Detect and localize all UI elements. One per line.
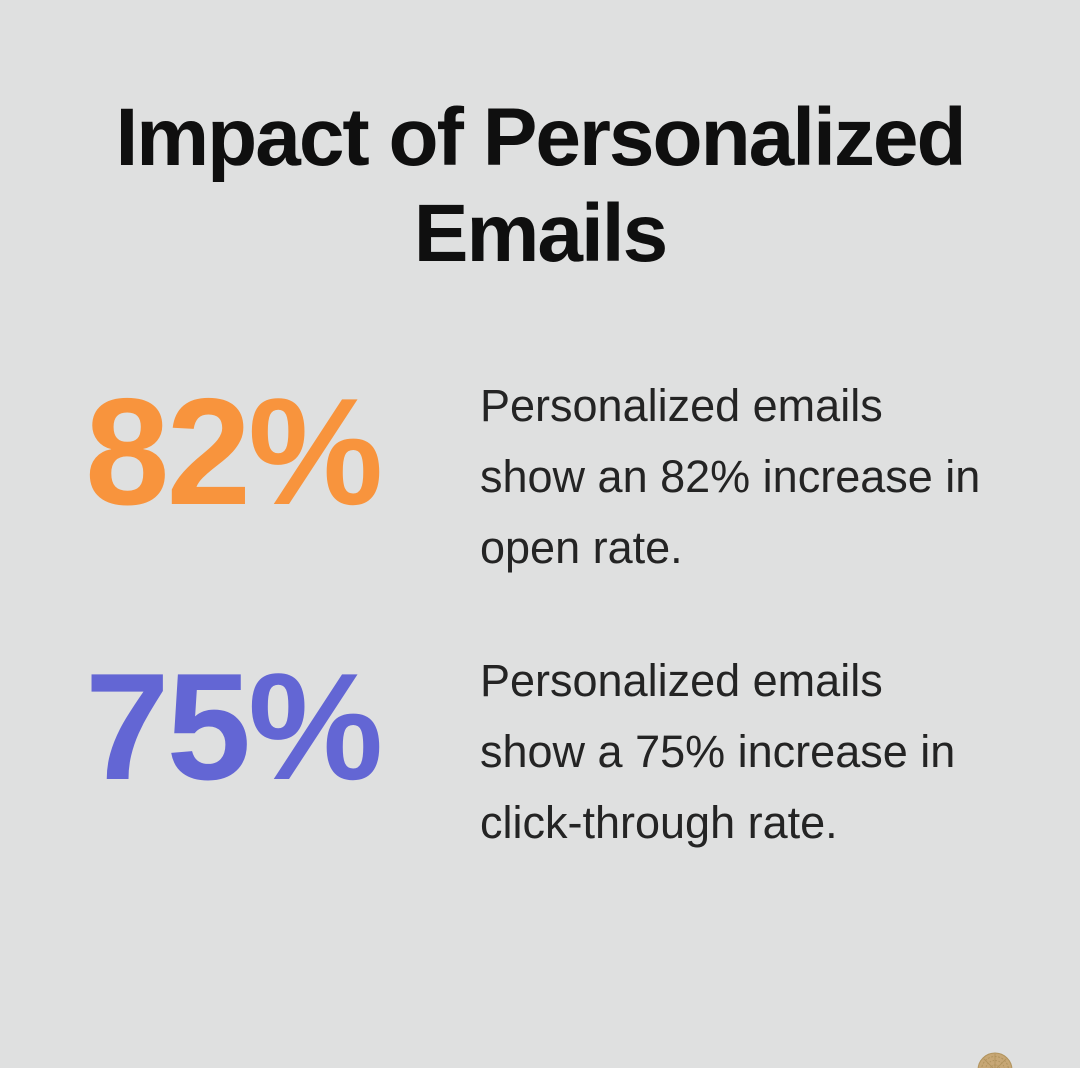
stat-value-click-through-rate: 75% xyxy=(85,642,383,812)
page-title-line2: Emails xyxy=(413,188,668,279)
infographic-canvas: { "page": { "background_color": "#dfe0e0… xyxy=(0,90,1080,1068)
stat-row-click-through-rate: 75% Personalized emails show a 75% incre… xyxy=(0,651,1080,858)
gold-medallion-icon xyxy=(977,1052,1013,1068)
stats-list: 82% Personalized emails show an 82% incr… xyxy=(0,376,1080,858)
stat-value-open-rate: 82% xyxy=(85,367,383,537)
stat-row-open-rate: 82% Personalized emails show an 82% incr… xyxy=(0,376,1080,583)
page-title: Impact of Personalized Emails xyxy=(0,90,1080,282)
publisher-logo: BEVERLY HILLS PUBLISHING xyxy=(925,1051,1065,1068)
page-title-line1: Impact of Personalized xyxy=(115,92,966,183)
stat-description-open-rate: Personalized emails show an 82% increase… xyxy=(480,380,981,573)
stat-description-click-through-rate: Personalized emails show a 75% increase … xyxy=(480,655,956,848)
